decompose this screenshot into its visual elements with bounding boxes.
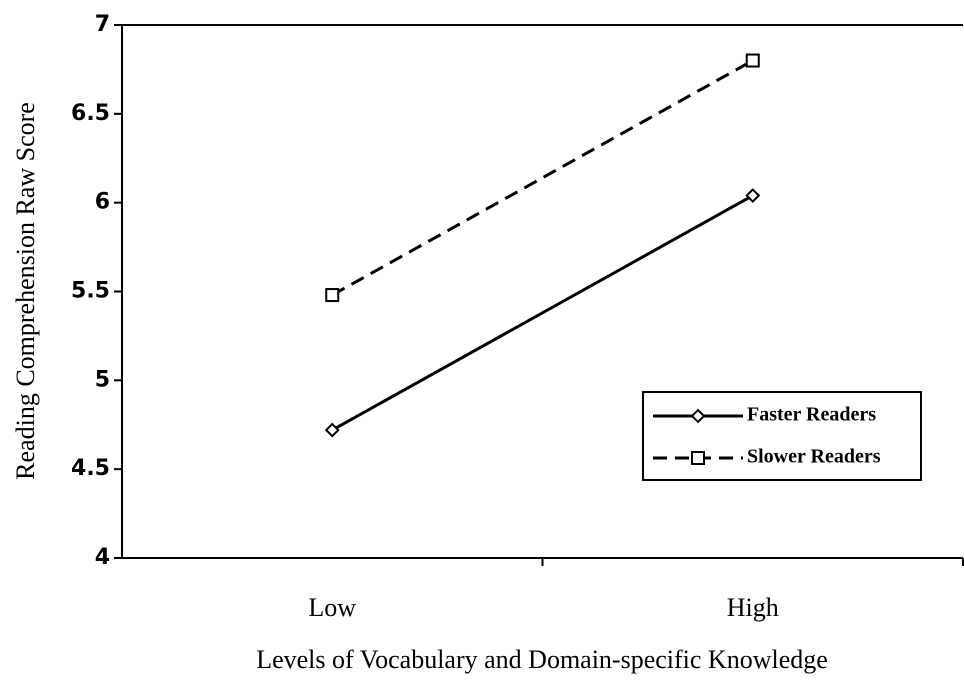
series-line	[331, 59, 754, 297]
y-tick-label: 5	[95, 367, 110, 392]
series-line	[331, 194, 754, 432]
marker	[745, 188, 761, 203]
marker	[690, 408, 706, 424]
marker	[325, 288, 340, 303]
y-axis-label: Reading Comprehension Raw Score	[11, 102, 40, 480]
y-tick-label: 5.5	[71, 279, 110, 304]
y-tick-label: 4	[95, 545, 110, 570]
marker	[745, 53, 760, 68]
y-tick-label: 6	[95, 190, 110, 215]
marker	[324, 422, 340, 438]
y-tick-label: 6.5	[71, 101, 110, 126]
legend: Faster Readers Slower Readers	[642, 391, 922, 481]
legend-label: Slower Readers	[747, 446, 881, 468]
legend-label: Faster Readers	[747, 404, 876, 426]
x-tick-label: Low	[308, 593, 356, 622]
y-tick-label: 7	[95, 12, 110, 37]
marker	[691, 451, 705, 465]
legend-box	[642, 391, 922, 481]
y-tick-label: 4.5	[71, 456, 110, 481]
x-axis-label: Levels of Vocabulary and Domain-specific…	[256, 645, 828, 674]
x-tick-label: High	[727, 593, 779, 622]
